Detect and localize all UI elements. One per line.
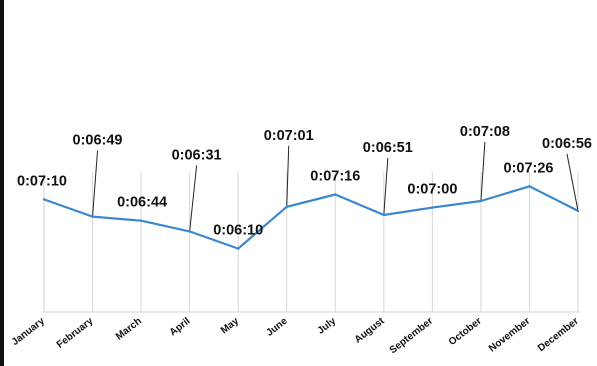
leader-line-october: [480, 142, 486, 202]
data-label-may: 0:06:10: [213, 223, 263, 239]
data-point-august: [382, 213, 386, 217]
data-label-march: 0:06:44: [117, 195, 167, 211]
data-point-october: [479, 199, 483, 203]
data-label-july: 0:07:16: [310, 169, 360, 185]
data-label-september: 0:07:00: [407, 182, 457, 198]
data-point-june: [285, 205, 288, 208]
data-label-october: 0:07:08: [460, 124, 510, 140]
data-point-september: [431, 206, 434, 209]
leader-line-february: [92, 150, 99, 217]
data-point-april: [188, 230, 191, 233]
x-tick-label-december: December: [536, 316, 581, 355]
data-point-may: [236, 247, 240, 250]
data-point-november: [528, 185, 531, 188]
data-point-february: [91, 215, 94, 218]
data-point-january: [42, 198, 46, 201]
data-label-april: 0:06:31: [172, 147, 222, 163]
x-tick-label-june: June: [264, 315, 290, 338]
data-point-december: [576, 209, 580, 213]
leader-line-august: [383, 157, 389, 216]
x-tick-label-may: May: [219, 315, 241, 336]
leader-line-june: [286, 145, 290, 207]
data-point-march: [139, 219, 143, 222]
data-label-august: 0:06:51: [363, 140, 413, 156]
data-point-july: [334, 193, 337, 196]
x-tick-label-october: October: [447, 316, 484, 348]
x-tick-label-april: April: [168, 316, 193, 339]
data-label-june: 0:07:01: [264, 128, 314, 144]
leader-line-december: [566, 153, 579, 211]
leader-line-april: [189, 165, 198, 232]
data-label-january: 0:07:10: [17, 173, 67, 189]
x-tick-label-august: August: [353, 315, 387, 345]
scan-edge: [0, 0, 4, 366]
data-label-february: 0:06:49: [73, 133, 123, 149]
series-line: [43, 185, 579, 250]
x-tick-label-march: March: [114, 316, 144, 343]
x-tick-label-february: February: [55, 315, 96, 350]
x-tick-label-july: July: [316, 315, 339, 336]
x-tick-label-september: September: [388, 316, 436, 357]
x-tick-label-january: January: [10, 315, 47, 348]
data-label-december: 0:06:56: [542, 136, 592, 152]
x-tick-label-november: November: [487, 316, 532, 355]
data-label-november: 0:07:26: [504, 160, 554, 176]
